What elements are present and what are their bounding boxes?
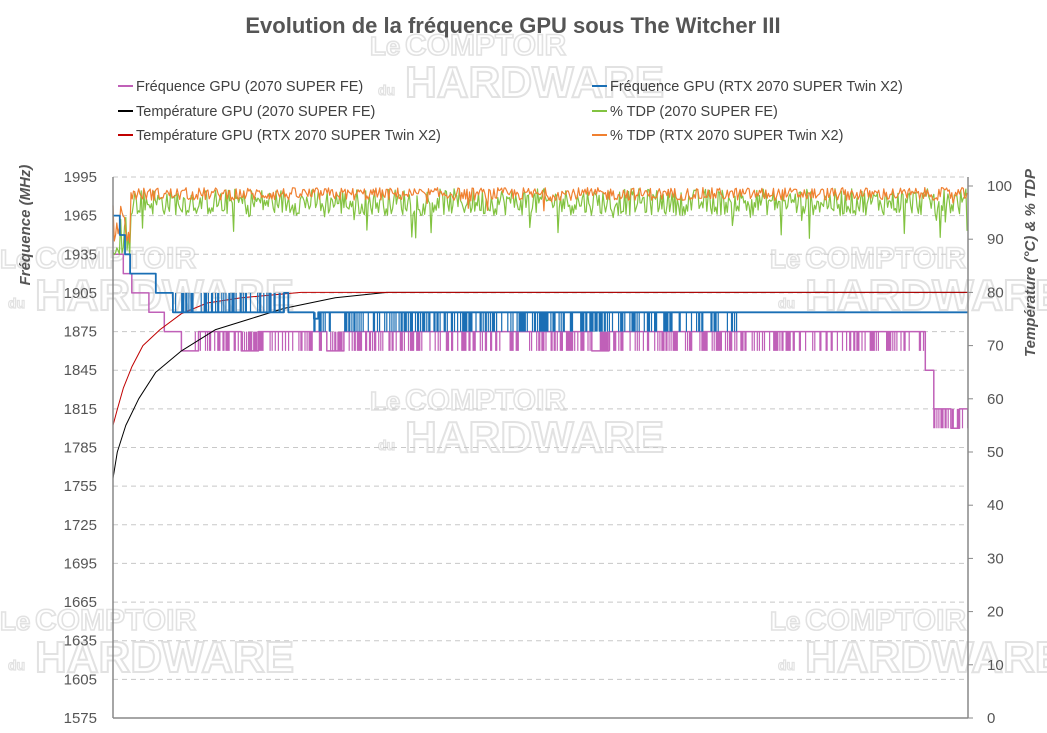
chart-title: Evolution de la fréquence GPU sous The W… — [245, 13, 780, 38]
axes — [112, 177, 969, 719]
wm-du: du — [8, 657, 25, 673]
right-tick-label: 20 — [987, 604, 1004, 621]
wm-hardware: HARDWARE — [405, 58, 664, 107]
left-tick-label: 1725 — [64, 517, 97, 534]
wm-le: Le — [0, 606, 30, 636]
left-axis-title: Fréquence (MHz) — [17, 165, 34, 286]
left-tick-label: 1995 — [64, 169, 97, 186]
series-noise-freq-fe — [933, 408, 969, 429]
series-noise-freq-fe — [599, 331, 925, 351]
watermark-left-mid: Le COMPTOIR du HARDWARE — [0, 241, 295, 321]
wm-comptoir: COMPTOIR — [405, 29, 566, 62]
wm-du: du — [378, 82, 395, 98]
right-axis-ticks: 0 10 20 30 40 50 60 70 80 90 100 — [968, 178, 1012, 727]
wm-le: Le — [770, 244, 800, 274]
wm-du: du — [378, 437, 395, 453]
watermark-center: Le COMPTOIR du HARDWARE — [369, 383, 665, 463]
series-line-temp-fe — [112, 291, 968, 479]
right-tick-label: 90 — [987, 231, 1004, 248]
left-tick-label: 1935 — [64, 246, 97, 263]
watermark-right-mid: Le COMPTOIR du HARDWARE — [769, 241, 1047, 321]
legend: Fréquence GPU (2070 SUPER FE) Fréquence G… — [118, 79, 903, 144]
series-noise-freq-twin — [175, 292, 284, 313]
left-tick-label: 1665 — [64, 594, 97, 611]
left-tick-label: 1755 — [64, 478, 97, 495]
legend-label: % TDP (2070 SUPER FE) — [610, 104, 778, 120]
right-tick-label: 10 — [987, 657, 1004, 674]
left-tick-label: 1605 — [64, 671, 97, 688]
left-tick-label: 1965 — [64, 208, 97, 225]
right-tick-label: 30 — [987, 550, 1004, 567]
wm-le: Le — [370, 31, 400, 61]
series-layer — [112, 187, 969, 479]
legend-label: Température GPU (2070 SUPER FE) — [136, 104, 375, 120]
left-tick-label: 1905 — [64, 285, 97, 302]
watermark-top: Le COMPTOIR du HARDWARE — [369, 28, 665, 108]
wm-comptoir: COMPTOIR — [35, 242, 196, 275]
watermark-right-bottom: Le COMPTOIR du HARDWARE — [769, 603, 1047, 683]
left-tick-label: 1815 — [64, 401, 97, 418]
right-tick-label: 40 — [987, 497, 1004, 514]
legend-label: Fréquence GPU (RTX 2070 SUPER Twin X2) — [610, 79, 903, 95]
wm-hardware: HARDWARE — [405, 413, 664, 462]
left-axis-ticks: 1575 1605 1635 1665 1695 1725 1755 1785 1815 1845… — [64, 169, 97, 727]
right-tick-label: 60 — [987, 391, 1004, 408]
legend-label: Fréquence GPU (2070 SUPER FE) — [136, 79, 363, 95]
wm-du: du — [778, 657, 795, 673]
right-tick-label: 80 — [987, 284, 1004, 301]
wm-le: Le — [770, 606, 800, 636]
wm-du: du — [8, 295, 25, 311]
left-tick-label: 1845 — [64, 362, 97, 379]
wm-comptoir: COMPTOIR — [405, 384, 566, 417]
series-noise-freq-fe — [194, 331, 368, 351]
right-axis-title: Température (°C) & % TDP — [1022, 168, 1039, 357]
wm-du: du — [778, 295, 795, 311]
series-noise-freq-twin — [313, 312, 738, 332]
wm-le: Le — [0, 244, 30, 274]
wm-comptoir: COMPTOIR — [805, 242, 966, 275]
left-tick-label: 1785 — [64, 440, 97, 457]
right-tick-label: 70 — [987, 338, 1004, 355]
legend-label: % TDP (RTX 2070 SUPER Twin X2) — [610, 128, 843, 144]
series-noise-freq-fe — [368, 331, 591, 351]
wm-le: Le — [370, 386, 400, 416]
watermark: Le COMPTOIR du HARDWARE Le COMPTOIR du H… — [0, 28, 1047, 683]
wm-comptoir: COMPTOIR — [805, 604, 966, 637]
right-tick-label: 0 — [987, 710, 995, 727]
legend-label: Température GPU (RTX 2070 SUPER Twin X2) — [136, 128, 441, 144]
left-tick-label: 1635 — [64, 633, 97, 650]
wm-comptoir: COMPTOIR — [35, 604, 196, 637]
left-tick-label: 1695 — [64, 555, 97, 572]
watermark-left-bottom: Le COMPTOIR du HARDWARE — [0, 603, 295, 683]
left-tick-label: 1875 — [64, 324, 97, 341]
left-tick-label: 1575 — [64, 710, 97, 727]
right-tick-label: 100 — [987, 178, 1012, 195]
series-line-tdp-twin — [112, 187, 968, 244]
right-tick-label: 50 — [987, 444, 1004, 461]
